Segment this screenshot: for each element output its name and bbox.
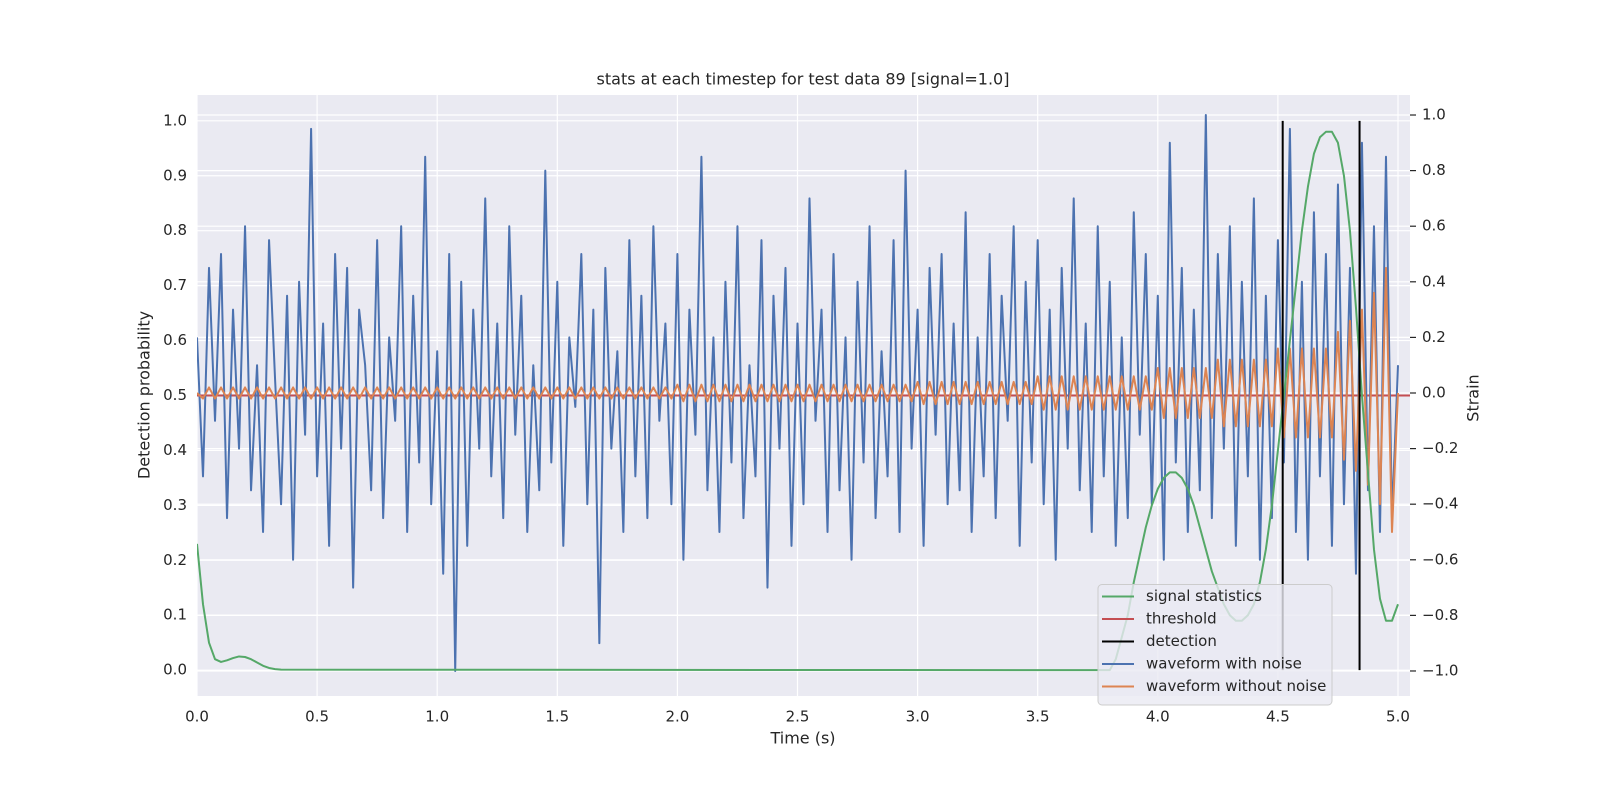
y-tick-label: 0.6 <box>163 331 187 349</box>
x-tick-label: 2.0 <box>665 708 689 726</box>
y2-tick-label: 0.0 <box>1422 383 1446 401</box>
x-tick-label: 3.0 <box>906 708 930 726</box>
plot <box>197 114 1410 672</box>
y2-tick-label: 0.8 <box>1422 161 1446 179</box>
y-tick-label: 1.0 <box>163 111 187 129</box>
series-line <box>197 114 1399 672</box>
y-axis-label: Detection probability <box>135 311 154 479</box>
y2-tick-label: 0.2 <box>1422 328 1446 346</box>
x-tick-label: 5.0 <box>1386 708 1410 726</box>
series-line <box>197 266 1399 533</box>
axes: 0.0 0.5 1.0 1.5 2.0 2.5 3.0 3.5 4.0 4.5 5.0 0.0 0.1 0… <box>163 106 1458 726</box>
legend-label: threshold <box>1146 610 1217 628</box>
series-line <box>197 130 1399 672</box>
x-tick-label: 0.0 <box>185 708 209 726</box>
legend-label: detection <box>1146 632 1217 650</box>
y-tick-label: 0.3 <box>163 496 187 514</box>
y2-tick-label: 0.4 <box>1422 272 1446 290</box>
legend-label: signal statistics <box>1146 587 1262 605</box>
y2-tick-label: −0.2 <box>1422 439 1458 457</box>
legend: signal statistics threshold detection wavef… <box>1097 584 1333 706</box>
x-tick-label: 1.5 <box>545 708 569 726</box>
y-tick-label: 0.8 <box>163 221 187 239</box>
legend-label: waveform without noise <box>1146 677 1326 695</box>
y-tick-label: 0.4 <box>163 441 187 459</box>
y-tick-label: 0.7 <box>163 276 187 294</box>
y-tick-label: 0.5 <box>163 386 187 404</box>
x-tick-label: 1.0 <box>425 708 449 726</box>
y2-axis-label: Strain <box>1464 374 1483 421</box>
y2-tick-label: 1.0 <box>1422 106 1446 124</box>
y-tick-label: 0.0 <box>163 661 187 679</box>
chart-title: stats at each timestep for test data 89 … <box>597 70 1010 89</box>
y2-tick-label: −0.4 <box>1422 495 1458 513</box>
legend-box <box>1097 584 1333 706</box>
y2-tick-label: 0.6 <box>1422 217 1446 235</box>
x-tick-label: 4.5 <box>1266 708 1290 726</box>
x-tick-label: 0.5 <box>305 708 329 726</box>
y-tick-label: 0.9 <box>163 166 187 184</box>
y2-tick-label: −0.8 <box>1422 606 1458 624</box>
y-tick-label: 0.2 <box>163 551 187 569</box>
y2-tick-label: −1.0 <box>1422 661 1458 679</box>
x-axis-label: Time (s) <box>769 729 835 748</box>
legend-label: waveform with noise <box>1146 655 1302 673</box>
x-tick-label: 3.5 <box>1026 708 1050 726</box>
y2-tick-label: −0.6 <box>1422 550 1458 568</box>
y-tick-label: 0.1 <box>163 606 187 624</box>
x-tick-label: 2.5 <box>786 708 810 726</box>
x-tick-label: 4.0 <box>1146 708 1170 726</box>
